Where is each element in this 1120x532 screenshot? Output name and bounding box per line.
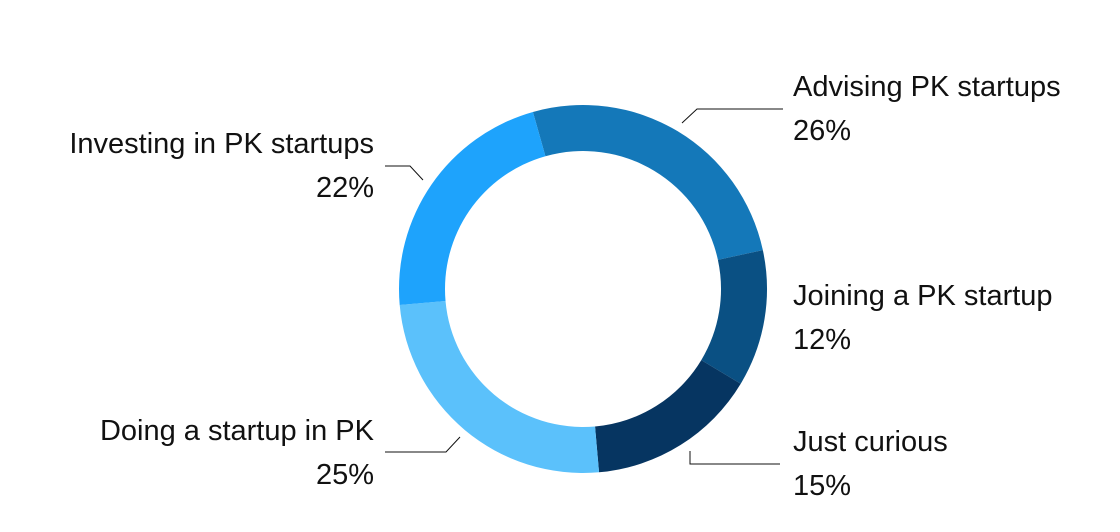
donut-slice-0 — [532, 105, 763, 260]
label-joining: Joining a PK startup 12% — [793, 274, 1053, 362]
leader-line-3 — [385, 436, 461, 453]
label-name: Doing a startup in PK — [99, 415, 374, 447]
label-name: Just curious — [793, 426, 948, 458]
donut-slice-3 — [399, 301, 600, 474]
leader-line-0 — [681, 108, 783, 124]
label-value: 25% — [315, 459, 374, 491]
donut-slice-1 — [701, 250, 767, 384]
label-value: 15% — [793, 470, 852, 502]
label-value: 26% — [793, 115, 852, 147]
leader-line-2 — [689, 451, 780, 465]
label-just-curious: Just curious 15% — [793, 420, 948, 508]
label-name: Investing in PK startups — [69, 128, 374, 160]
donut-slice-2 — [595, 360, 741, 473]
leader-line-4 — [385, 165, 424, 181]
donut-slice-4 — [399, 111, 546, 306]
label-name: Joining a PK startup — [793, 280, 1053, 312]
label-investing: Investing in PK startups 22% — [69, 122, 374, 210]
label-doing-startup: Doing a startup in PK 25% — [100, 409, 374, 497]
label-name: Advising PK startups — [793, 71, 1061, 103]
label-value: 22% — [315, 172, 374, 204]
label-advising: Advising PK startups 26% — [793, 65, 1061, 153]
label-value: 12% — [793, 324, 852, 356]
